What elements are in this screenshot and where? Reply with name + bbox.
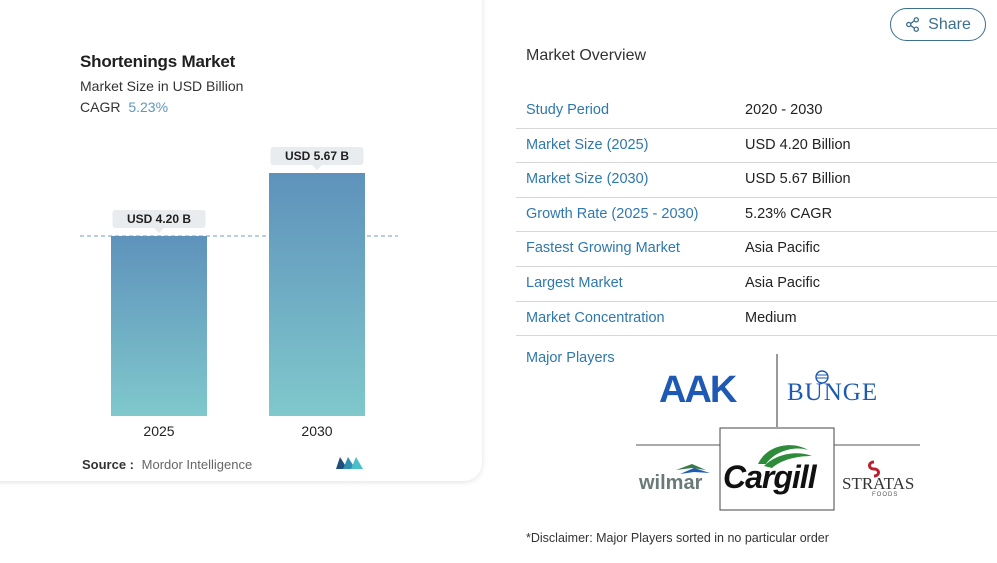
cagr-label: CAGR	[80, 99, 121, 115]
overview-title: Market Overview	[526, 47, 647, 64]
chart-card	[0, 0, 482, 481]
overview-key: Largest Market	[526, 274, 623, 291]
overview-row: Fastest Growing Market Asia Pacific	[516, 232, 997, 267]
stratas-foods-text: FOODS	[872, 492, 898, 498]
wilmar-logo-text: wilmar	[638, 472, 703, 494]
overview-key: Market Size (2025)	[526, 136, 649, 153]
overview-value: 2020 - 2030	[745, 102, 823, 118]
bar-chart: USD 4.20 B 2025 USD 5.67 B 2030	[80, 147, 398, 439]
data-label-pointer	[312, 165, 322, 170]
bunge-logo-icon: BUNGE	[787, 370, 878, 406]
overview-row: Study Period 2020 - 2030	[516, 94, 997, 129]
overview-value: USD 4.20 Billion	[745, 136, 851, 153]
data-label-box	[270, 147, 364, 165]
overview-key: Market Concentration	[526, 309, 665, 326]
overview-key: Fastest Growing Market	[526, 240, 680, 257]
bunge-logo-text: BUNGE	[787, 379, 878, 406]
source-name: Mordor Intelligence	[141, 457, 253, 472]
stratas-logo-text: STRATAS	[842, 474, 914, 493]
overview-value: 5.23% CAGR	[745, 205, 833, 222]
overview-row: Market Size (2030) USD 5.67 Billion	[516, 163, 997, 198]
overview-value: USD 5.67 Billion	[745, 171, 851, 188]
share-label: Share	[928, 15, 971, 33]
data-label-pointer	[154, 228, 164, 233]
data-label-box	[112, 210, 206, 228]
mordor-logo-icon	[336, 457, 363, 469]
source-label: Source :	[82, 457, 135, 472]
bar	[269, 173, 365, 416]
source-note: Source : Mordor Intelligence	[82, 457, 252, 472]
overview-key: Market Size (2030)	[526, 171, 649, 188]
disclaimer: *Disclaimer: Major Players sorted in no …	[526, 531, 829, 545]
cagr-value: 5.23%	[128, 99, 169, 115]
overview-row: Market Concentration Medium	[516, 302, 997, 337]
aak-logo-text: AAK	[659, 369, 738, 411]
category-label: 2030	[301, 423, 332, 439]
chart-title: Shortenings Market	[80, 52, 236, 71]
cargill-logo-icon: Cargill	[723, 445, 819, 495]
stratas-logo-icon: STRATAS FOODS	[842, 460, 914, 498]
bar	[111, 236, 207, 416]
overview-row: Growth Rate (2025 - 2030) 5.23% CAGR	[516, 198, 997, 233]
data-label: USD 4.20 B	[127, 212, 191, 226]
share-button[interactable]: Share	[890, 8, 986, 41]
share-icon	[906, 17, 920, 32]
data-label: USD 5.67 B	[285, 149, 349, 163]
overview-value: Medium	[745, 309, 797, 326]
cargill-frame	[719, 427, 835, 511]
wilmar-logo-icon: wilmar	[638, 464, 710, 494]
overview-row: Market Size (2025) USD 4.20 Billion	[516, 129, 997, 164]
overview-row: Largest Market Asia Pacific	[516, 267, 997, 302]
overview-value: Asia Pacific	[745, 274, 820, 291]
aak-logo-icon: AAK	[659, 369, 740, 411]
overview-key: Study Period	[526, 102, 610, 118]
overview-value: Asia Pacific	[745, 240, 820, 257]
major-players-label: Major Players	[526, 350, 615, 366]
major-players-logos: AAK BUNGE wilmar Cargill STRATAS FOODS	[636, 354, 920, 511]
overview-table: Study Period 2020 - 2030 Market Size (2025…	[516, 94, 997, 337]
chart-subtitle: Market Size in USD Billion	[80, 78, 244, 94]
category-label: 2025	[143, 423, 174, 439]
cargill-logo-text: Cargill	[723, 459, 818, 495]
overview-key: Growth Rate (2025 - 2030)	[526, 205, 699, 222]
cagr-line: CAGR 5.23%	[80, 99, 168, 115]
